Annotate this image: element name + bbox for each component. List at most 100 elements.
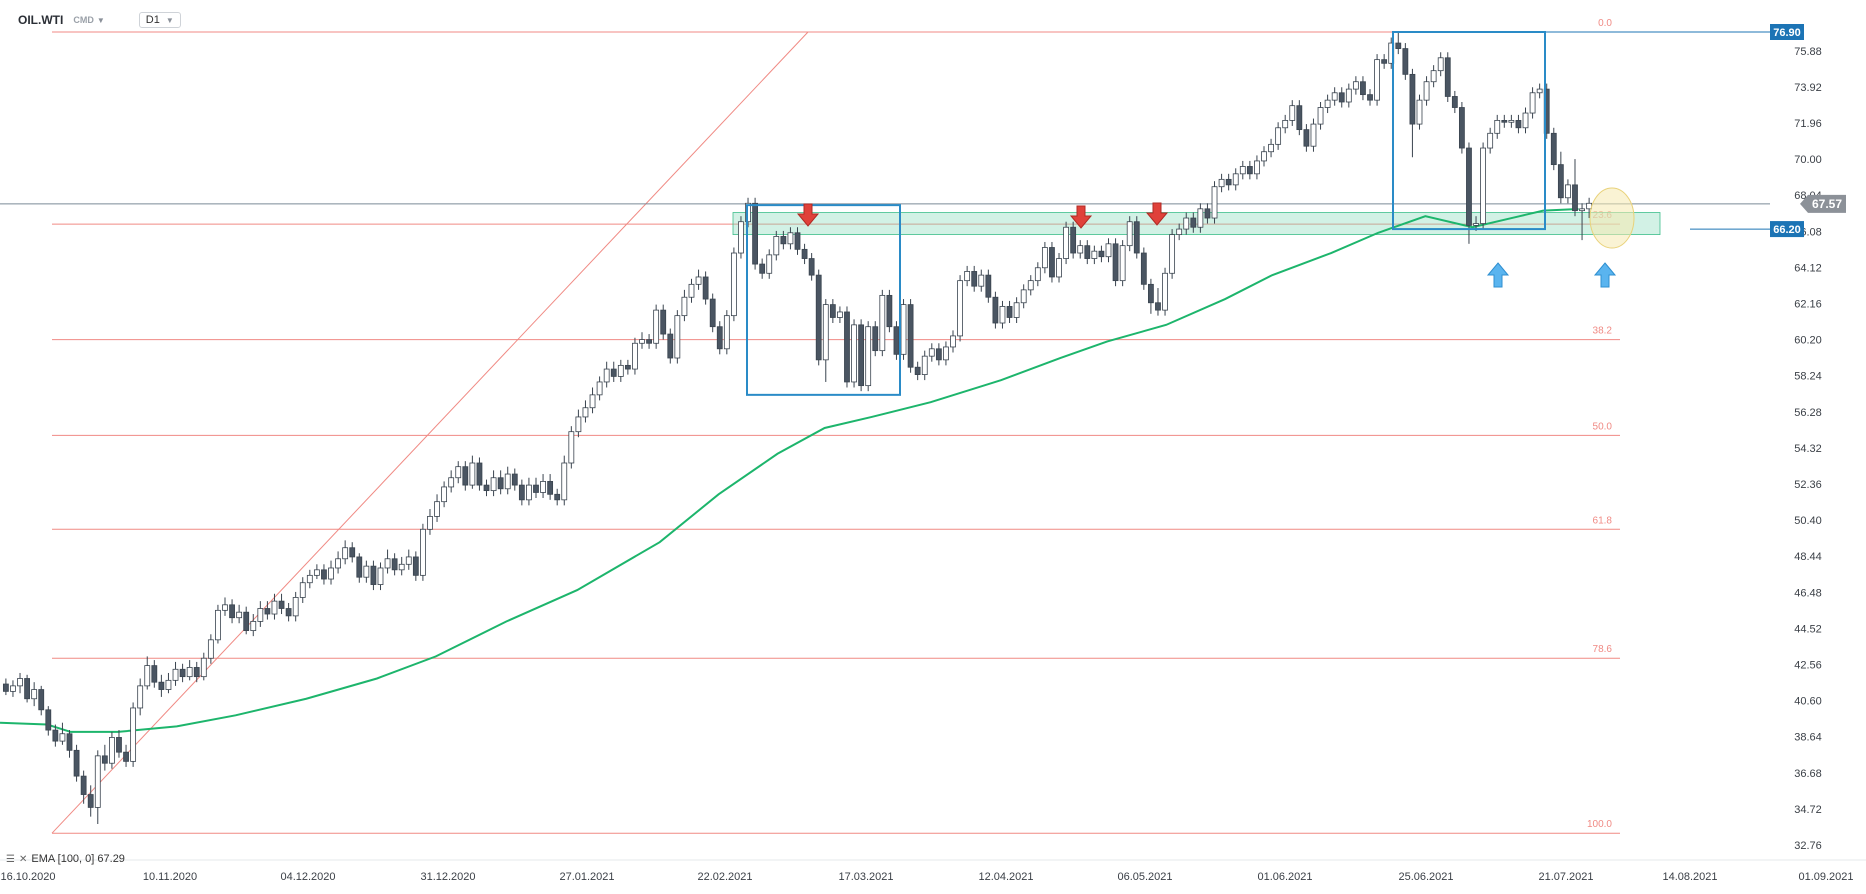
candle-body [1105,243,1112,258]
candle-body [688,283,695,298]
candle-body [1126,221,1133,247]
price-tick-label: 70.00 [1794,154,1822,166]
candle-body [787,232,794,245]
market-selector[interactable]: CMD ▼ [73,15,104,25]
candle-body [101,755,108,764]
candle-body [1148,283,1154,304]
candle-body [921,355,928,375]
candle-body [709,298,716,328]
candle-body [646,339,652,344]
candle-body [632,342,638,370]
candle-body [547,481,554,495]
candle-body [1579,208,1585,212]
date-tick-label: 01.09.2021 [1798,871,1853,883]
candle-body [1013,302,1020,318]
candle-body [1466,147,1472,226]
candle-body [306,574,313,584]
candle-body [822,304,829,361]
fib-trend-line[interactable] [51,31,809,834]
range-box[interactable] [1392,31,1546,231]
candle-body [278,600,285,609]
candle-body [1487,132,1494,149]
candle-body [87,794,94,808]
candle-body [151,665,158,683]
date-tick-label: 01.06.2021 [1257,871,1312,883]
candle-body [427,516,433,530]
last-price-tag[interactable] [1800,194,1846,213]
highlight-circle[interactable] [1589,187,1635,249]
candle-body [851,324,857,383]
fib-level-label: 100.0 [1587,819,1612,830]
candle-body [886,294,893,328]
candle-body [377,567,384,585]
candle-body [1140,252,1147,285]
candle-body [1494,120,1501,134]
candle-body [321,569,327,580]
candle-body [1557,164,1564,199]
timeframe-selector[interactable]: D1 ▼ [138,12,181,28]
candle-body [928,348,935,357]
indicator-settings-icon[interactable]: ☰ [6,853,15,865]
arrow-down-icon [796,203,820,227]
candle-body [603,368,610,383]
candle-body [575,416,582,433]
candle-body [497,477,504,490]
symbol-label[interactable]: OIL.WTI [18,13,64,27]
top-price-tag[interactable] [1770,24,1804,40]
candle-body [900,304,907,355]
candle-body [109,737,115,764]
candle-body [808,258,815,276]
close-icon[interactable]: ✕ [18,853,28,865]
chevron-down-icon: ▼ [165,15,174,25]
price-tick-label: 50.40 [1794,515,1822,527]
candle-body [1056,258,1062,278]
candle-body [158,681,165,690]
candle-body [829,304,836,318]
candle-body [1565,184,1571,199]
candle-body [702,276,709,300]
candle-body [1268,143,1274,153]
timeframe-label: D1 [145,14,160,26]
candle-body [971,271,978,287]
candle-body [1246,166,1253,175]
candle-body [412,556,419,576]
candle-body [1444,57,1451,97]
candle-body [2,683,9,692]
candle-body [561,462,568,501]
candle-body [1275,127,1282,145]
ema-legend[interactable]: ☰ ✕ EMA [100, 0] 67.29 [6,853,125,865]
candle-body [462,466,469,486]
candle-body [1218,178,1225,188]
candle-body [207,639,214,659]
date-tick-label: 25.06.2021 [1398,871,1453,883]
candle-body [285,608,292,617]
price-tick-label: 60.20 [1794,335,1822,347]
arrow-up-icon [1486,262,1510,288]
range-box[interactable] [746,204,901,396]
candle-body [617,364,624,377]
candle-body [1133,221,1140,254]
candle-body [1282,120,1289,129]
candle-body [363,565,370,578]
candle-body [1289,105,1296,121]
price-tick-label: 52.36 [1794,479,1822,491]
price-axis[interactable] [1600,0,1866,889]
level-price-tag[interactable] [1770,221,1804,238]
ema-line[interactable] [0,208,1579,733]
candle-body [229,604,235,619]
candle-body [978,274,985,287]
candle-body [193,667,200,678]
candle-body [582,407,589,418]
candle-body [1430,70,1437,83]
candle-body [130,707,137,762]
candle-body [52,729,59,742]
candle-body [1197,208,1204,228]
candle-body [773,236,780,256]
candle-body [730,252,737,317]
candle-body [420,528,426,576]
candle-body [299,582,306,598]
candle-body [801,248,808,259]
candle-body [1550,132,1557,166]
